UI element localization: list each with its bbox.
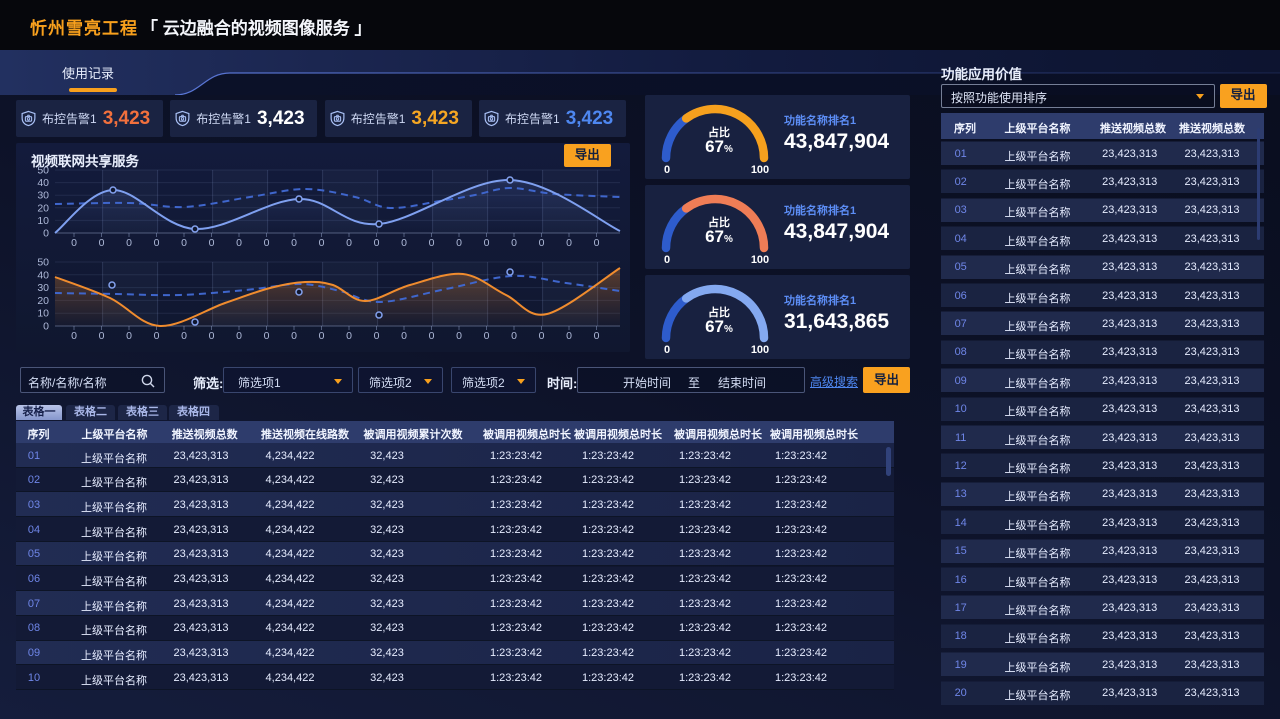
svg-text:30: 30 (37, 190, 49, 202)
svg-text:0: 0 (71, 237, 77, 249)
svg-text:0: 0 (566, 330, 572, 342)
svg-text:0: 0 (346, 237, 352, 249)
svg-text:0: 0 (539, 330, 545, 342)
svg-text:0: 0 (374, 237, 380, 249)
svg-text:0: 0 (511, 330, 517, 342)
svg-text:0: 0 (291, 237, 297, 249)
svg-text:0: 0 (319, 330, 325, 342)
svg-text:0: 0 (456, 330, 462, 342)
svg-text:0: 0 (43, 228, 49, 240)
svg-text:0: 0 (539, 237, 545, 249)
svg-text:20: 20 (37, 202, 49, 214)
svg-text:0: 0 (71, 330, 77, 342)
svg-text:0: 0 (566, 237, 572, 249)
svg-text:0: 0 (401, 237, 407, 249)
svg-text:0: 0 (594, 330, 600, 342)
svg-text:0: 0 (126, 330, 132, 342)
svg-text:0: 0 (126, 237, 132, 249)
svg-text:40: 40 (37, 177, 49, 189)
svg-text:10: 10 (37, 308, 49, 320)
svg-text:10: 10 (37, 215, 49, 227)
svg-text:0: 0 (154, 330, 160, 342)
svg-text:40: 40 (37, 269, 49, 281)
svg-text:0: 0 (264, 330, 270, 342)
svg-text:50: 50 (37, 165, 49, 177)
svg-text:0: 0 (401, 330, 407, 342)
svg-text:0: 0 (429, 330, 435, 342)
svg-text:0: 0 (511, 237, 517, 249)
svg-text:0: 0 (456, 237, 462, 249)
svg-text:0: 0 (181, 330, 187, 342)
svg-text:0: 0 (594, 237, 600, 249)
svg-text:0: 0 (236, 237, 242, 249)
svg-text:0: 0 (291, 330, 297, 342)
svg-text:0: 0 (99, 237, 105, 249)
svg-text:0: 0 (236, 330, 242, 342)
svg-text:0: 0 (209, 330, 215, 342)
svg-text:0: 0 (319, 237, 325, 249)
svg-text:0: 0 (209, 237, 215, 249)
svg-text:0: 0 (346, 330, 352, 342)
svg-text:30: 30 (37, 282, 49, 294)
svg-text:0: 0 (43, 321, 49, 333)
svg-text:0: 0 (374, 330, 380, 342)
svg-text:0: 0 (154, 237, 160, 249)
svg-text:0: 0 (264, 237, 270, 249)
svg-text:20: 20 (37, 295, 49, 307)
svg-text:50: 50 (37, 257, 49, 269)
svg-text:0: 0 (484, 330, 490, 342)
svg-text:0: 0 (429, 237, 435, 249)
svg-text:0: 0 (99, 330, 105, 342)
svg-text:0: 0 (181, 237, 187, 249)
svg-text:0: 0 (484, 237, 490, 249)
